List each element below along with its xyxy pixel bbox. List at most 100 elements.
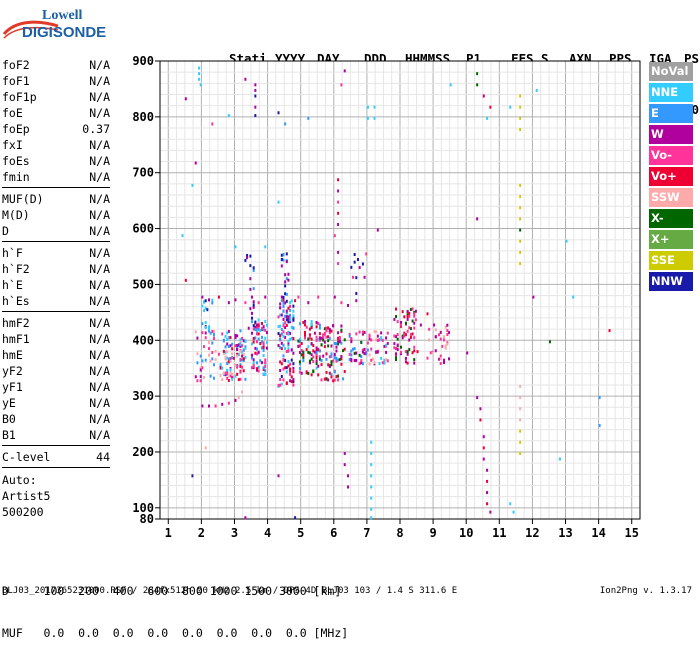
echo-point xyxy=(229,359,232,363)
echo-point xyxy=(565,239,568,243)
echo-point xyxy=(317,373,320,377)
param-value: N/A xyxy=(89,278,110,292)
y-tick-label: 400 xyxy=(132,333,154,347)
legend-item-vo: Vo- xyxy=(649,146,693,165)
echo-point xyxy=(310,342,313,346)
param-row: MUF(D) N/A xyxy=(2,191,110,207)
divider xyxy=(2,445,110,446)
echo-point xyxy=(373,105,376,109)
echo-point xyxy=(299,362,302,366)
echo-point xyxy=(191,183,194,187)
legend-item-vo: Vo+ xyxy=(649,167,693,186)
echo-point xyxy=(198,66,201,70)
echo-point xyxy=(252,358,255,362)
echo-point xyxy=(370,358,373,362)
echo-point xyxy=(254,94,257,98)
echo-point xyxy=(247,326,250,330)
echo-point xyxy=(318,357,321,361)
echo-point xyxy=(519,105,522,109)
echo-point xyxy=(251,342,254,346)
echo-point xyxy=(342,377,345,381)
echo-point xyxy=(279,334,282,338)
echo-point xyxy=(409,307,412,311)
echo-point xyxy=(519,384,522,388)
echo-point xyxy=(260,326,263,330)
echo-point xyxy=(226,350,229,354)
echo-point xyxy=(285,260,288,264)
echo-point xyxy=(284,366,287,370)
echo-point xyxy=(227,301,230,305)
echo-point xyxy=(512,510,515,514)
echo-point xyxy=(385,343,388,347)
echo-point xyxy=(284,122,287,126)
echo-point xyxy=(254,83,257,87)
echo-point xyxy=(360,361,363,365)
echo-point xyxy=(428,327,431,331)
echo-point xyxy=(224,355,227,359)
echo-point xyxy=(310,357,313,361)
echo-point xyxy=(254,320,257,324)
echo-point xyxy=(302,355,305,359)
echo-point xyxy=(312,344,315,348)
echo-point xyxy=(337,374,340,378)
echo-point xyxy=(373,116,376,120)
echo-point xyxy=(287,317,290,321)
echo-point xyxy=(572,295,575,299)
echo-point xyxy=(482,446,485,450)
echo-point xyxy=(208,404,210,408)
param-value: N/A xyxy=(89,262,110,276)
echo-point xyxy=(284,273,287,277)
echo-point xyxy=(486,491,489,495)
echo-point xyxy=(262,341,265,345)
echo-point xyxy=(343,69,346,73)
echo-point xyxy=(409,335,412,339)
echo-point xyxy=(348,334,351,338)
echo-point xyxy=(375,330,378,334)
echo-point xyxy=(199,375,202,379)
echo-point xyxy=(231,376,234,380)
echo-point xyxy=(244,346,247,350)
echo-point xyxy=(280,374,283,378)
echo-point xyxy=(226,356,229,360)
echo-point xyxy=(368,335,371,339)
echo-point xyxy=(400,345,402,349)
echo-point xyxy=(254,351,257,355)
echo-point xyxy=(226,371,229,375)
param-row: hmE N/A xyxy=(2,347,110,363)
echo-point xyxy=(408,348,411,352)
echo-point xyxy=(289,372,292,376)
echo-point xyxy=(252,287,255,291)
echo-point xyxy=(558,457,561,461)
echo-point xyxy=(257,350,260,354)
param-value: N/A xyxy=(89,208,110,222)
echo-point xyxy=(204,358,207,362)
echo-point xyxy=(217,352,220,356)
x-tick-label: 14 xyxy=(591,526,605,540)
echo-point xyxy=(307,371,310,375)
echo-point xyxy=(204,299,207,303)
echo-point xyxy=(231,352,234,356)
echo-point xyxy=(234,344,237,348)
echo-point xyxy=(320,336,323,340)
echo-point xyxy=(256,340,258,344)
echo-point xyxy=(237,352,240,356)
echo-point xyxy=(229,368,232,372)
divider xyxy=(2,311,110,312)
echo-point xyxy=(340,83,343,87)
echo-point xyxy=(285,370,288,374)
echo-point xyxy=(264,319,267,323)
echo-point xyxy=(242,348,245,352)
echo-point xyxy=(204,446,207,450)
echo-point xyxy=(279,302,282,306)
echo-point xyxy=(310,320,313,324)
echo-point xyxy=(337,189,340,193)
echo-point xyxy=(315,321,318,325)
echo-point xyxy=(482,435,485,439)
echo-point xyxy=(289,304,292,308)
echo-point xyxy=(239,377,242,381)
logo-swoosh-icon xyxy=(2,20,59,39)
distance-row: D 100 200 400 600 800 1000 1500 3000 [km… xyxy=(2,584,342,598)
echo-point xyxy=(280,341,283,345)
echo-point xyxy=(222,371,225,375)
echo-point xyxy=(380,356,383,360)
